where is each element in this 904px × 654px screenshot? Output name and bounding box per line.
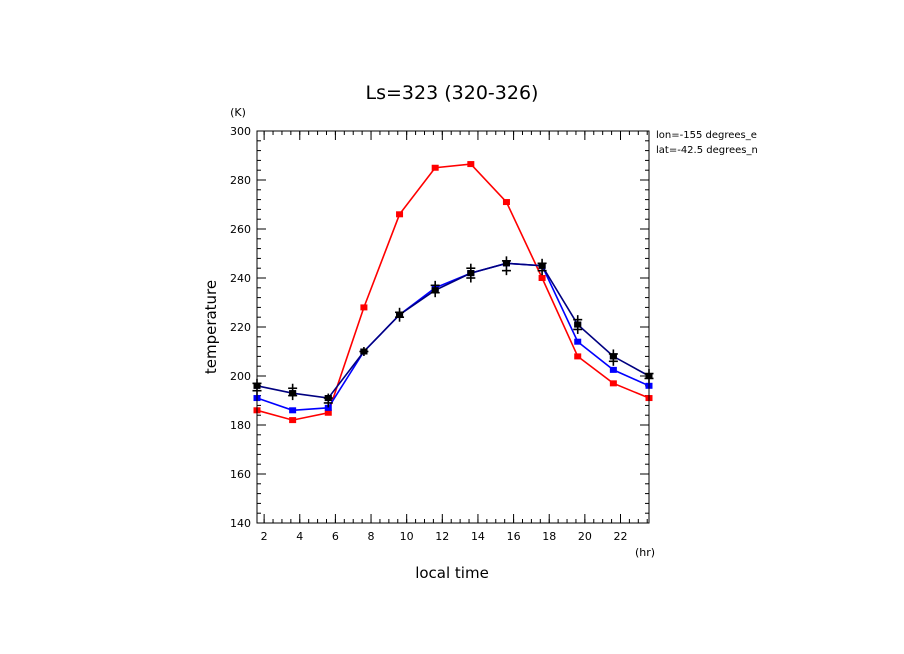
black-square-marker (502, 260, 510, 267)
black-square-marker (431, 287, 439, 294)
y-unit-label: (K) (230, 106, 246, 119)
x-tick-label: 4 (296, 530, 303, 543)
series-layer (253, 161, 653, 424)
black-square-marker (289, 390, 297, 397)
x-tick-label: 16 (507, 530, 521, 543)
black-square-marker (538, 262, 546, 269)
data-point-0 (396, 211, 404, 218)
data-point-0 (502, 199, 510, 206)
plus-marker (501, 266, 511, 276)
chart-title: Ls=323 (320-326) (366, 82, 539, 104)
black-square-marker (360, 348, 368, 355)
y-tick-label: 200 (230, 370, 251, 383)
series-line-0 (256, 163, 650, 421)
data-point-1 (574, 338, 582, 345)
series-line-1 (256, 262, 650, 412)
y-tick-label: 260 (230, 223, 251, 236)
data-point-0 (574, 353, 582, 360)
annotation-lat: lat=-42.5 degrees_n (656, 145, 758, 156)
black-square-marker (324, 395, 332, 402)
x-tick-label: 8 (368, 530, 375, 543)
black-square-marker (396, 311, 404, 318)
data-point-0 (431, 164, 439, 171)
y-tick-label: 180 (230, 419, 251, 432)
data-point-0 (289, 417, 297, 424)
y-tick-label: 220 (230, 321, 251, 334)
data-point-0 (538, 275, 546, 281)
marker-layer (252, 256, 654, 408)
y-tick-label: 240 (230, 272, 251, 285)
x-tick-label: 14 (471, 530, 485, 543)
x-unit-label: (hr) (635, 546, 655, 559)
data-point-0 (360, 304, 368, 311)
x-axis-label: local time (415, 564, 489, 582)
x-tick-label: 6 (332, 530, 339, 543)
annotation-lon: lon=-155 degrees_e (656, 130, 757, 141)
data-point-0 (324, 409, 332, 416)
plot-frame (256, 130, 650, 524)
x-tick-label: 20 (578, 530, 592, 543)
data-point-1 (289, 407, 297, 414)
x-tick-label: 22 (613, 530, 627, 543)
y-tick-label: 280 (230, 174, 251, 187)
data-point-0 (609, 380, 617, 387)
y-tick-label: 140 (230, 517, 251, 530)
y-axis-label: temperature (202, 280, 220, 374)
axis-ticks: 140 160 180 200 220 240 260 280 300 2 4 6 8 10 12 14 16 1… (230, 125, 649, 543)
series-line-2 (256, 262, 650, 399)
x-tick-label: 2 (261, 530, 268, 543)
black-square-marker (609, 353, 617, 360)
y-tick-label: 300 (230, 125, 251, 138)
y-tick-label: 160 (230, 468, 251, 481)
x-tick-label: 18 (542, 530, 556, 543)
black-square-marker (467, 270, 475, 277)
data-point-0 (467, 161, 475, 168)
data-point-1 (324, 404, 332, 411)
black-square-marker (574, 321, 582, 328)
x-tick-label: 10 (400, 530, 414, 543)
x-tick-label: 12 (435, 530, 449, 543)
data-point-1 (609, 366, 617, 373)
